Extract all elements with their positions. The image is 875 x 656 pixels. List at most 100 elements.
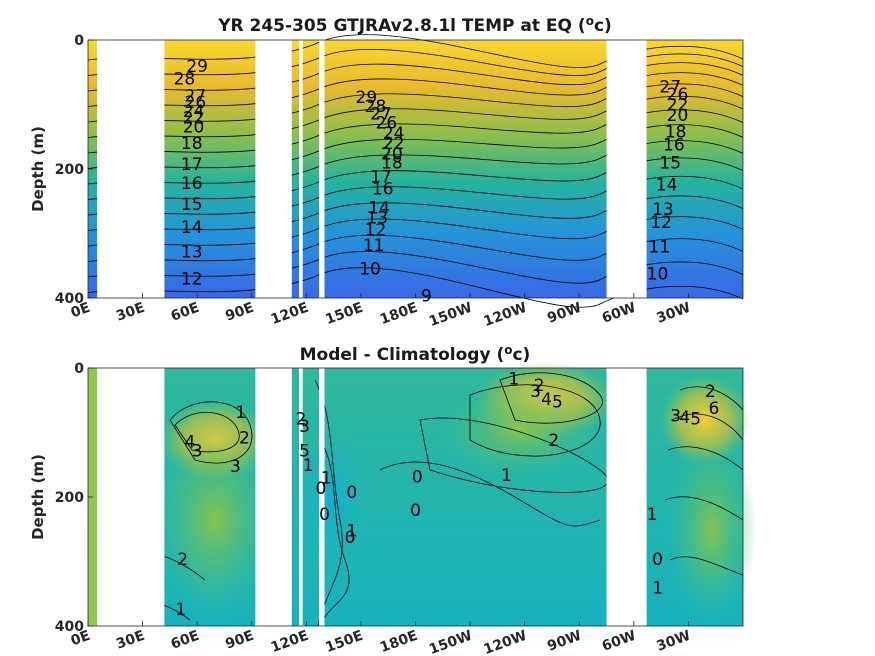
contour-label: 0 [345, 528, 356, 548]
contour-label: 0 [346, 483, 357, 503]
anomaly-contour [379, 461, 601, 527]
x-tick-label: 120E [269, 628, 311, 656]
y-tick-label: 400 [55, 619, 84, 635]
contour-label: 15 [181, 195, 203, 215]
contour-label: 26 [667, 85, 689, 105]
contour-label: 27 [370, 105, 392, 125]
panel1-ylabel: Depth (m) [29, 126, 47, 212]
contour-label: 3 [299, 417, 310, 437]
anomaly-contour [671, 413, 744, 441]
anomaly-contour [499, 372, 603, 424]
y-tick-label: 400 [55, 291, 84, 307]
contour-label: 24 [383, 124, 405, 144]
contour-label: 2 [177, 550, 188, 570]
x-tick-label: 150W [427, 628, 474, 656]
anomaly-contour [669, 556, 744, 576]
contour-label: 26 [185, 93, 207, 113]
contour-label: 5 [299, 442, 310, 462]
land-gap [299, 40, 303, 298]
anomaly-contour [319, 439, 350, 627]
anomaly-contour [679, 386, 744, 411]
land-mask [97, 368, 647, 626]
p1-title-main: YR 245-305 GTJRAv2.8.1l TEMP at EQ ( [217, 16, 585, 36]
contour-label: 14 [656, 175, 678, 195]
isotherm [87, 216, 744, 247]
contour-label: 3 [192, 442, 203, 462]
contour-label: 17 [370, 168, 392, 188]
contour-label: 29 [356, 88, 378, 108]
isotherm [87, 157, 744, 200]
x-tick-label: 90W [545, 628, 583, 655]
y-tick-label: 200 [55, 490, 84, 506]
contour-label: 1 [508, 369, 519, 389]
contour-label: 13 [181, 243, 203, 263]
x-tick-label: 150E [323, 628, 365, 656]
isotherm [87, 34, 744, 68]
contour-label: 2 [295, 409, 306, 429]
anomaly-contour [314, 379, 343, 627]
land-gap [255, 40, 292, 298]
x-tick-label: 0E [69, 628, 93, 650]
contour-label: 18 [181, 134, 203, 154]
contour-label: 26 [376, 114, 398, 134]
anomaly-contour [174, 411, 240, 453]
land-gap [97, 40, 165, 298]
contour-label: 11 [648, 237, 670, 257]
anomaly-contour [667, 446, 744, 471]
x-tick-label: 120W [482, 300, 529, 330]
contour-label: 20 [183, 117, 205, 137]
isotherm [87, 140, 744, 185]
contour-label: 16 [181, 174, 203, 194]
x-tick-label: 0E [69, 300, 93, 322]
x-tick-label: 30W [654, 628, 692, 655]
p2-title-sup: o [504, 343, 512, 357]
x-tick-label: 90E [223, 300, 256, 325]
anomaly-contour [664, 496, 744, 521]
contour-label: 9 [421, 286, 432, 306]
isotherm [87, 234, 744, 262]
isotherm [87, 109, 744, 154]
contour-label: 13 [366, 208, 388, 228]
x-tick-label: 120W [482, 628, 529, 656]
contour-label: 1 [235, 403, 246, 423]
panel1-x-ticks: 0E 30E 60E 90E 120E 150E 180E 150W 120W 90W 60W 30W [69, 293, 693, 330]
p2-title-unit: c) [512, 345, 530, 365]
land-gap [606, 368, 647, 626]
panel1-y-ticks: 0 200 400 [55, 33, 93, 307]
contour-label: 1 [501, 466, 512, 486]
contour-label: 1 [346, 522, 357, 542]
land-gap [606, 40, 647, 298]
isotherm [87, 95, 744, 138]
contour-label: 14 [368, 199, 390, 219]
contour-label: 10 [647, 264, 669, 284]
land-gap [299, 368, 303, 626]
land-gap [319, 40, 325, 298]
isotherm [87, 62, 744, 92]
contour-label: 4 [184, 433, 195, 453]
contour-label: 22 [667, 96, 689, 116]
difference-panel: Model - Climatology (oc) Depth (m) 02004… [29, 343, 757, 656]
contour-label: 16 [372, 179, 394, 199]
contour-label: 2 [239, 429, 250, 449]
contour-label: 4 [679, 408, 690, 428]
x-tick-label: 90E [223, 628, 256, 653]
contour-label: 2 [548, 431, 559, 451]
x-tick-label: 60E [169, 300, 202, 325]
contour-label: 12 [650, 213, 672, 233]
contour-label: 2 [534, 376, 545, 396]
contour-label: 5 [690, 409, 701, 429]
contour-label: 1 [175, 600, 186, 620]
contour-label: 1 [321, 469, 332, 489]
anomaly-contour [169, 401, 253, 464]
isotherm [87, 124, 744, 169]
x-tick-label: 30E [114, 300, 147, 325]
isotherm [87, 195, 744, 231]
x-tick-label: 60W [600, 300, 638, 327]
isotherm [87, 72, 744, 107]
contour-label: 27 [659, 77, 681, 97]
contour-label: 28 [174, 70, 196, 90]
x-tick-label: 60W [600, 628, 638, 655]
contour-label: 20 [667, 106, 689, 126]
